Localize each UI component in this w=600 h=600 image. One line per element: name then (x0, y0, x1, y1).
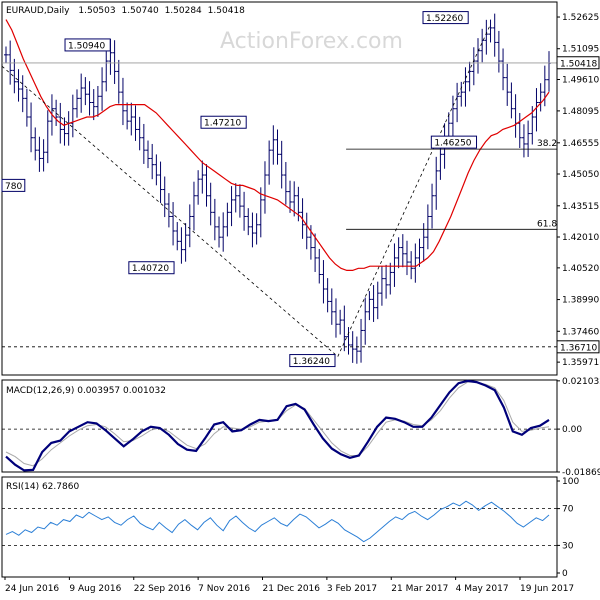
watermark: ActionForex.com (220, 29, 403, 54)
price-label: 1.36240 (293, 357, 330, 367)
price-layer: 38.2 61.8 1.50940 1.47210 1.40720 1.36240 1.52… (1, 11, 557, 368)
price-axis-label: 1.46555 (562, 139, 599, 149)
x-axis-label: 4 May 2017 (456, 584, 509, 594)
price-axis-label: 1.49610 (562, 76, 599, 86)
macd-layer (2, 379, 557, 472)
header-close: 1.50418 (208, 6, 245, 16)
reference-price-label: 1.36710 (560, 343, 597, 353)
price-axis-label: 1.38990 (562, 296, 599, 306)
price-label: 1.52260 (426, 14, 463, 24)
macd-axis-label: 0.021032 (562, 377, 600, 387)
header-timeframe: Daily (47, 6, 70, 16)
rsi-axis-label: 30 (562, 541, 574, 551)
x-axis-label: 22 Sep 2016 (134, 584, 191, 594)
price-label: 1.50940 (68, 41, 105, 51)
fib-level-label: 61.8 (537, 219, 557, 229)
price-label-box (430, 135, 478, 149)
reference-price-box (556, 340, 600, 354)
x-axis-label: 7 Nov 2016 (198, 584, 250, 594)
rsi-axis-label: 70 (562, 505, 574, 515)
macd-panel-frame (1, 379, 558, 473)
price-axis-label: 1.37460 (562, 327, 599, 337)
price-axis-label: 1.40520 (562, 264, 599, 274)
macd-label: MACD(12,26,9) 0.003957 0.001032 (6, 386, 166, 396)
header-low: 1.50284 (165, 6, 202, 16)
price-label: 1.46250 (434, 139, 471, 149)
axis-layer: 1.52625 1.51095 1.49610 1.48095 1.46555 1.450… (4, 13, 600, 594)
macd-axis-label: 0.00 (562, 425, 582, 435)
rsi-axis-label: 100 (562, 477, 579, 487)
price-label: 780 (5, 182, 22, 192)
fib-level-label: 38.2 (537, 139, 557, 149)
rsi-label: RSI(14) 62.7860 (6, 482, 79, 492)
x-axis-label: 21 Dec 2016 (263, 584, 321, 594)
x-axis-label: 21 Mar 2017 (391, 584, 448, 594)
price-label-box (200, 115, 247, 129)
header-symbol: EURAUD (6, 6, 44, 16)
price-label: 1.47210 (204, 119, 241, 129)
price-label-box (1, 178, 26, 192)
price-label: 1.40720 (132, 264, 169, 274)
header-high: 1.50740 (121, 6, 158, 16)
chart-header: EURAUD,Daily 1.50503 1.50740 1.50284 1.5… (6, 6, 245, 16)
price-axis-label: 1.45050 (562, 170, 599, 180)
price-label-box (422, 11, 469, 25)
price-label-box (289, 354, 336, 368)
price-axis-label: 1.52625 (562, 13, 599, 23)
rsi-axis-label: 0 (562, 569, 568, 579)
macd-line (5, 379, 550, 472)
current-price-label: 1.50418 (560, 59, 597, 69)
price-axis-label: 1.48095 (562, 107, 599, 117)
price-axis-label: 1.35971 (562, 358, 599, 368)
x-axis-label: 19 Jun 2017 (520, 584, 574, 594)
current-price-box (556, 56, 600, 70)
x-axis-label: 9 Aug 2016 (69, 584, 121, 594)
price-axis-label: 1.43515 (562, 202, 599, 212)
price-label-box (64, 38, 111, 52)
rsi-panel-frame (1, 476, 558, 578)
moving-average-line (5, 19, 550, 271)
x-axis-label: 3 Feb 2017 (327, 584, 377, 594)
price-axis-label: 1.51095 (562, 45, 599, 55)
price-axis-label: 1.42010 (562, 233, 599, 243)
macd-axis-label: -0.018699 (562, 468, 600, 478)
rsi-line (5, 500, 550, 543)
x-axis-label: 24 Jun 2016 (5, 584, 59, 594)
header-open: 1.50503 (78, 6, 115, 16)
rsi-layer (2, 500, 557, 546)
trend-line-up (337, 24, 491, 357)
price-label-box (128, 261, 175, 275)
trend-line-down (1, 65, 339, 357)
